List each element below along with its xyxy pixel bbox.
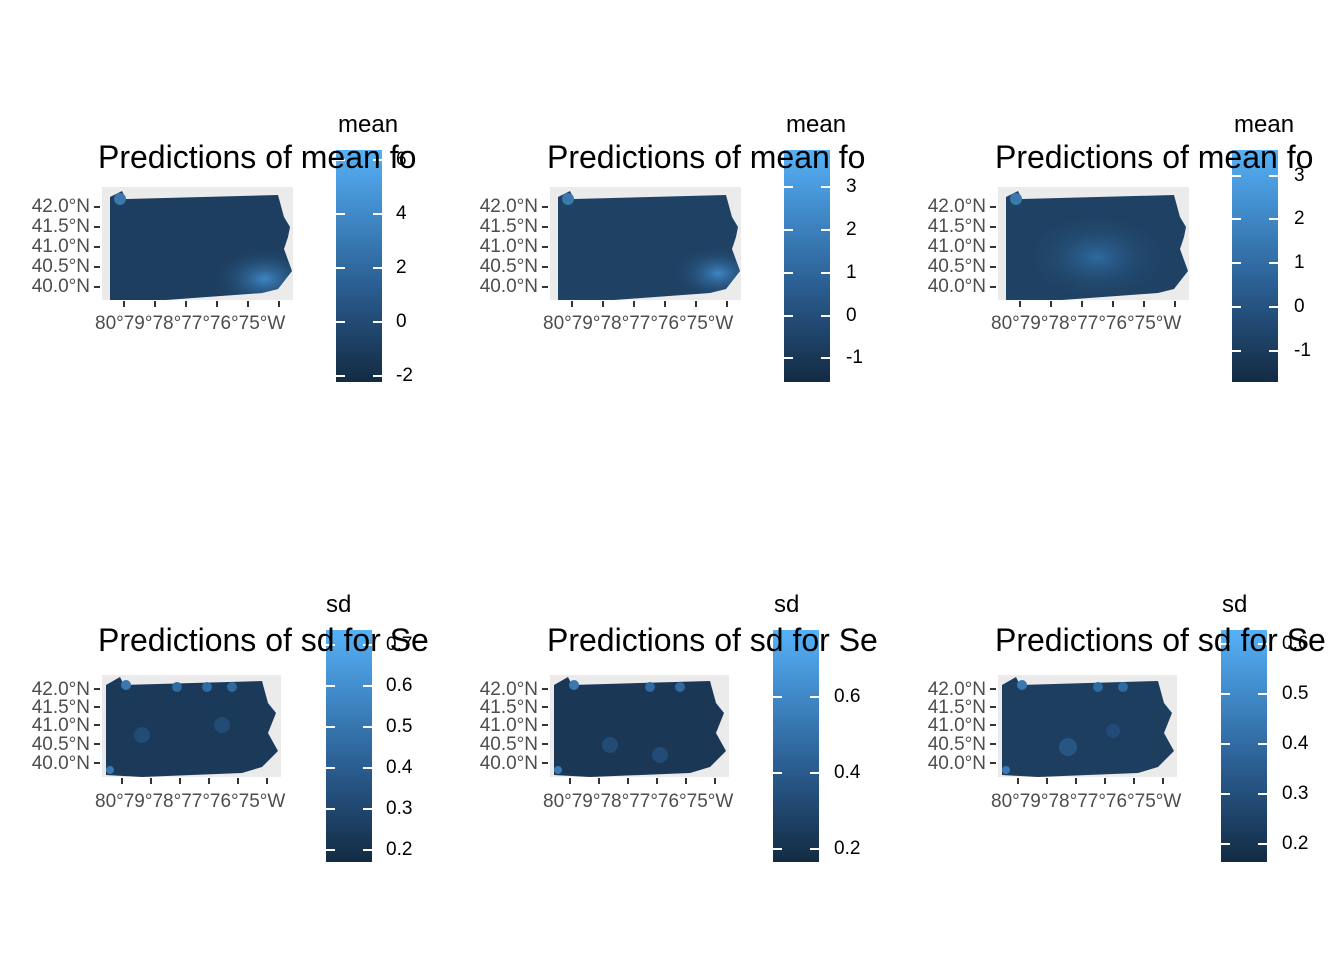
legend-title: sd bbox=[774, 591, 800, 618]
map-panel bbox=[998, 187, 1189, 300]
legend-label: 0.2 bbox=[1282, 833, 1309, 854]
y-tick-label: 40.5°N bbox=[31, 734, 90, 755]
pennsylvania-map bbox=[110, 191, 292, 300]
legend-label: 3 bbox=[1294, 165, 1305, 186]
y-tick-label: 40.0°N bbox=[927, 753, 986, 774]
legend-label: 1 bbox=[846, 262, 857, 283]
legend-label: 1 bbox=[1294, 252, 1305, 273]
legend-label: 0.4 bbox=[834, 762, 861, 783]
colorbar bbox=[1232, 150, 1278, 382]
y-tick-label: 42.0°N bbox=[927, 196, 986, 217]
panel-title: Predictions of sd for Se bbox=[98, 624, 429, 656]
colorbar bbox=[1221, 630, 1267, 862]
y-tick-label: 41.0°N bbox=[31, 715, 90, 736]
y-tick-label: 40.0°N bbox=[31, 276, 90, 297]
legend-label: -1 bbox=[1294, 340, 1311, 361]
map-panel bbox=[550, 187, 741, 300]
legend-label: 0.5 bbox=[386, 716, 413, 737]
y-tick-label: 41.5°N bbox=[31, 216, 90, 237]
pennsylvania-map bbox=[106, 677, 278, 777]
legend-title: mean bbox=[338, 111, 399, 138]
legend-label: 4 bbox=[396, 203, 407, 224]
legend-label: 0.3 bbox=[1282, 783, 1309, 804]
y-tick-label: 42.0°N bbox=[479, 196, 538, 217]
pennsylvania-map bbox=[554, 677, 726, 777]
y-tick-label: 40.5°N bbox=[479, 734, 538, 755]
y-tick-label: 40.0°N bbox=[31, 753, 90, 774]
legend-label: 0.3 bbox=[386, 798, 413, 819]
legend-label: 0.5 bbox=[1282, 683, 1309, 704]
x-tick-labels: 80°79°78°77°76°75°W bbox=[991, 791, 1182, 812]
legend-title: sd bbox=[326, 591, 352, 618]
legend-label: 0.6 bbox=[1282, 633, 1309, 654]
colorbar bbox=[336, 150, 382, 382]
legend-label: 2 bbox=[1294, 208, 1305, 229]
panel-title: Predictions of sd for Se bbox=[547, 624, 878, 656]
y-tick-label: 40.0°N bbox=[927, 276, 986, 297]
y-tick-label: 41.0°N bbox=[927, 715, 986, 736]
y-tick-label: 41.0°N bbox=[927, 236, 986, 257]
legend-label: 0 bbox=[846, 305, 857, 326]
x-tick-labels: 80°79°78°77°76°75°W bbox=[991, 313, 1182, 334]
y-tick-label: 40.5°N bbox=[927, 256, 986, 277]
legend-title: mean bbox=[1234, 111, 1295, 138]
y-tick-label: 40.5°N bbox=[479, 256, 538, 277]
y-tick-label: 42.0°N bbox=[479, 679, 538, 700]
y-tick-label: 41.0°N bbox=[31, 236, 90, 257]
legend-label: 2 bbox=[846, 219, 857, 240]
y-tick-label: 42.0°N bbox=[927, 679, 986, 700]
y-tick-label: 41.0°N bbox=[479, 236, 538, 257]
y-tick-label: 40.5°N bbox=[927, 734, 986, 755]
y-tick-label: 41.5°N bbox=[479, 216, 538, 237]
legend-label: 0.2 bbox=[386, 839, 413, 860]
legend-label: 0.2 bbox=[834, 838, 861, 859]
x-tick-labels: 80°79°78°77°76°75°W bbox=[95, 313, 286, 334]
pennsylvania-map bbox=[1006, 191, 1188, 300]
y-tick-label: 41.5°N bbox=[31, 697, 90, 718]
panel-title: Predictions of sd for Se bbox=[995, 624, 1326, 656]
legend-label: -2 bbox=[396, 365, 413, 386]
colorbar bbox=[784, 150, 830, 382]
x-tick-labels: 80°79°78°77°76°75°W bbox=[543, 791, 734, 812]
legend-title: mean bbox=[786, 111, 847, 138]
panel-title: Predictions of mean fo bbox=[547, 141, 866, 173]
legend-label: -1 bbox=[846, 347, 863, 368]
pennsylvania-map bbox=[1002, 677, 1174, 777]
y-tick-label: 40.0°N bbox=[479, 276, 538, 297]
y-tick-label: 41.5°N bbox=[479, 697, 538, 718]
map-panel bbox=[102, 675, 281, 777]
x-tick-labels: 80°79°78°77°76°75°W bbox=[95, 791, 286, 812]
legend-label: 3 bbox=[846, 176, 857, 197]
pennsylvania-map bbox=[558, 191, 740, 300]
panel-title: Predictions of mean fo bbox=[995, 141, 1314, 173]
y-tick-label: 40.5°N bbox=[31, 256, 90, 277]
y-tick-label: 41.0°N bbox=[479, 715, 538, 736]
colorbar bbox=[326, 630, 372, 862]
panel-title: Predictions of mean fo bbox=[98, 141, 417, 173]
legend-label: 0 bbox=[396, 311, 407, 332]
map-panel bbox=[550, 675, 729, 777]
legend-title: sd bbox=[1222, 591, 1248, 618]
map-panel bbox=[102, 187, 293, 300]
colorbar bbox=[773, 630, 819, 862]
legend-label: 6 bbox=[396, 149, 407, 170]
x-tick-labels: 80°79°78°77°76°75°W bbox=[543, 313, 734, 334]
legend-label: 0.7 bbox=[386, 634, 413, 655]
y-tick-label: 42.0°N bbox=[31, 196, 90, 217]
legend-label: 0.6 bbox=[834, 686, 861, 707]
y-tick-label: 40.0°N bbox=[479, 753, 538, 774]
legend-label: 0 bbox=[1294, 296, 1305, 317]
y-tick-label: 41.5°N bbox=[927, 216, 986, 237]
y-tick-label: 41.5°N bbox=[927, 697, 986, 718]
legend-label: 0.4 bbox=[1282, 733, 1309, 754]
y-tick-label: 42.0°N bbox=[31, 679, 90, 700]
legend-label: 0.6 bbox=[386, 675, 413, 696]
map-panel bbox=[998, 675, 1177, 777]
legend-label: 2 bbox=[396, 257, 407, 278]
legend-label: 0.4 bbox=[386, 757, 413, 778]
